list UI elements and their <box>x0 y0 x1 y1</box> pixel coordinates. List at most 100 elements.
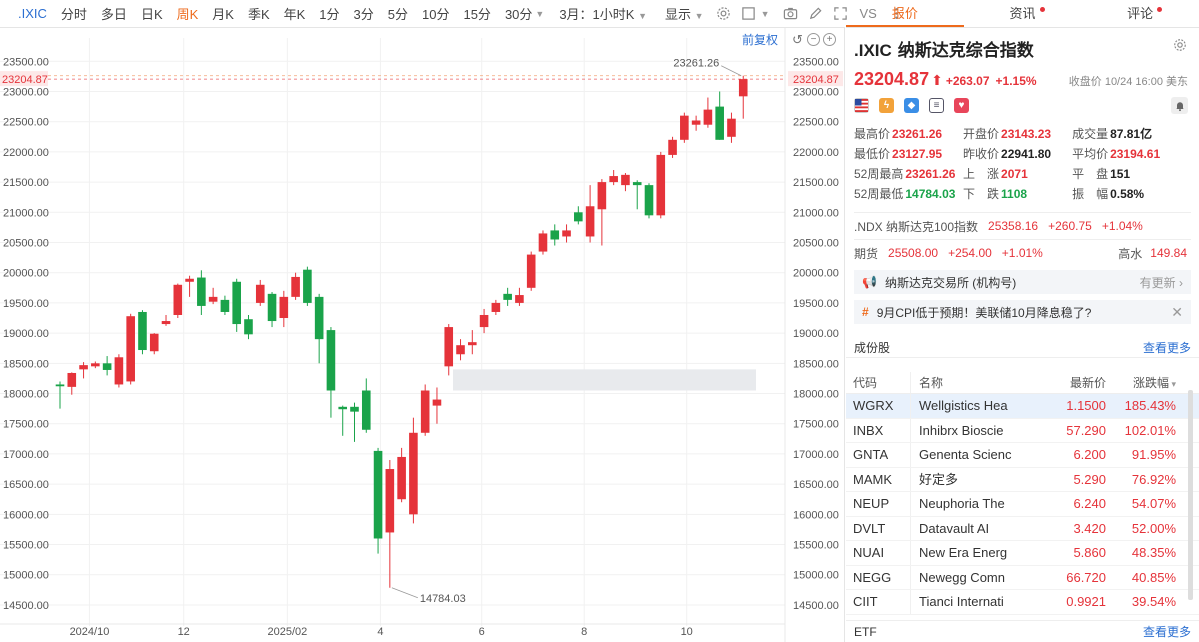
table-scrollbar[interactable] <box>1188 390 1193 600</box>
range-select[interactable]: 3月：1小时K ▼ <box>552 4 654 23</box>
settings-icon[interactable] <box>716 6 731 22</box>
candle-body[interactable] <box>91 363 100 367</box>
panel-tab[interactable]: 评论 <box>1081 0 1199 27</box>
candle-body[interactable] <box>597 182 607 210</box>
candle-body[interactable] <box>232 281 241 325</box>
candle-body[interactable] <box>291 276 300 297</box>
bell-icon[interactable] <box>1171 97 1188 114</box>
candle-body[interactable] <box>503 293 512 300</box>
candle-body[interactable] <box>644 185 654 216</box>
chevron-down-icon[interactable]: ▼ <box>760 8 770 19</box>
candle-body[interactable] <box>279 296 289 319</box>
etf-more-link[interactable]: 查看更多 <box>1142 625 1191 639</box>
candle-body[interactable] <box>114 357 124 385</box>
candle-body[interactable] <box>397 456 406 500</box>
candle-body[interactable] <box>550 230 560 240</box>
zoom-in-icon[interactable]: + <box>823 33 836 46</box>
candle-body[interactable] <box>126 316 135 382</box>
candle-body[interactable] <box>373 450 383 539</box>
ndx-row[interactable]: .NDX 纳斯达克100指数 25358.16 +260.75 +1.04% <box>846 213 1199 239</box>
more-dots-icon[interactable] <box>889 6 904 22</box>
col-code-header[interactable]: 代码 <box>853 376 878 390</box>
candle-body[interactable] <box>161 321 171 325</box>
candle-body[interactable] <box>632 182 642 186</box>
candle-body[interactable] <box>149 333 159 352</box>
period-tab[interactable]: 分时 <box>60 7 87 22</box>
period-tab[interactable]: 5分 <box>387 7 408 22</box>
candle-body[interactable] <box>102 363 112 370</box>
candle-body[interactable] <box>409 432 418 515</box>
table-row[interactable]: MAMK 好定多 5.290 76.92% <box>846 467 1199 492</box>
table-row[interactable]: CIIT Tianci Internati 0.9921 39.54% <box>846 590 1199 615</box>
heart-icon[interactable]: ♥ <box>954 98 969 113</box>
candle-body[interactable] <box>385 469 395 533</box>
exchange-notice[interactable]: 📢 纳斯达克交易所 (机构号) 有更新 › <box>854 270 1191 294</box>
panel-tab[interactable]: 资讯 <box>964 0 1082 27</box>
table-row[interactable]: GNTA Genenta Scienc 6.200 91.95% <box>846 443 1199 468</box>
panel-tab[interactable]: 报价 <box>846 0 964 27</box>
candle-body[interactable] <box>185 278 194 282</box>
zoom-out-icon[interactable]: − <box>807 33 820 46</box>
period-tab[interactable]: 30分 <box>504 7 533 22</box>
gear-icon[interactable] <box>1173 38 1187 52</box>
candle-body[interactable] <box>361 390 371 430</box>
candle-body[interactable] <box>303 269 312 303</box>
candle-body[interactable] <box>79 365 88 370</box>
candle-body[interactable] <box>468 342 477 346</box>
candle-body[interactable] <box>562 230 571 237</box>
candle-body[interactable] <box>220 299 230 312</box>
chevron-down-icon[interactable]: ▼ <box>535 8 545 19</box>
period-tab[interactable]: 15分 <box>463 7 491 22</box>
col-price-header[interactable]: 最新价 <box>1069 376 1106 390</box>
candle-body[interactable] <box>444 327 454 367</box>
candle-body[interactable] <box>244 319 253 335</box>
constituents-more-link[interactable]: 查看更多 <box>1142 341 1191 355</box>
table-row[interactable]: WGRX Wellgistics Hea 1.1500 185.43% <box>846 394 1199 419</box>
camera-icon[interactable] <box>783 6 798 22</box>
candle-body[interactable] <box>738 79 748 97</box>
candle-body[interactable] <box>621 174 630 186</box>
candle-body[interactable] <box>138 311 147 351</box>
candle-body[interactable] <box>585 206 595 237</box>
period-tab[interactable]: 3分 <box>353 7 374 22</box>
symbol-label[interactable]: .IXIC <box>18 6 47 21</box>
candle-body[interactable] <box>727 118 736 137</box>
candle-body[interactable] <box>680 115 689 140</box>
period-tab[interactable]: 周K <box>176 7 199 22</box>
pencil-icon[interactable] <box>808 6 823 22</box>
adjust-type-button[interactable]: 前复权 <box>741 33 778 47</box>
candle-body[interactable] <box>526 254 536 288</box>
candle-body[interactable] <box>67 372 77 387</box>
candle-body[interactable] <box>420 390 430 433</box>
compare-button[interactable]: VS <box>859 6 877 21</box>
candle-body[interactable] <box>197 277 206 306</box>
period-tab[interactable]: 日K <box>140 7 163 22</box>
candle-body[interactable] <box>515 295 524 303</box>
candle-body[interactable] <box>208 296 218 302</box>
expand-icon[interactable] <box>833 6 848 22</box>
table-row[interactable]: NUAI New Era Energ 5.860 48.35% <box>846 541 1199 566</box>
undo-icon[interactable]: ↺ <box>792 32 803 47</box>
news-notice[interactable]: # 9月CPI低于预期！美联储10月降息稳了? ✕ <box>854 300 1191 324</box>
kline-chart[interactable]: 23500.00 23500.00 23000.00 23000.00 22500.00… <box>0 28 845 642</box>
period-tab[interactable]: 1分 <box>319 7 340 22</box>
candle-body[interactable] <box>350 406 359 412</box>
period-tab[interactable]: 年K <box>283 7 306 22</box>
col-name-header[interactable]: 名称 <box>910 372 1020 393</box>
period-tab[interactable]: 多日 <box>100 7 127 22</box>
checkbox-icon[interactable] <box>741 6 756 22</box>
candle-body[interactable] <box>479 314 489 328</box>
candle-body[interactable] <box>267 293 277 322</box>
candle-body[interactable] <box>255 284 265 303</box>
candle-body[interactable] <box>574 212 583 222</box>
period-tab[interactable]: 季K <box>247 7 270 22</box>
candle-body[interactable] <box>456 345 465 355</box>
futures-row[interactable]: 期货 25508.00 +254.00 +1.01% 高水 149.84 <box>846 240 1199 266</box>
candle-body[interactable] <box>55 384 65 387</box>
candle-body[interactable] <box>338 406 348 410</box>
col-pct-header[interactable]: 涨跌幅 ▾ <box>1108 372 1184 393</box>
kline-chart-canvas[interactable]: 23500.00 23500.00 23000.00 23000.00 22500.00… <box>0 28 845 642</box>
candle-body[interactable] <box>703 109 713 125</box>
candle-body[interactable] <box>314 296 324 340</box>
candle-body[interactable] <box>491 302 501 312</box>
